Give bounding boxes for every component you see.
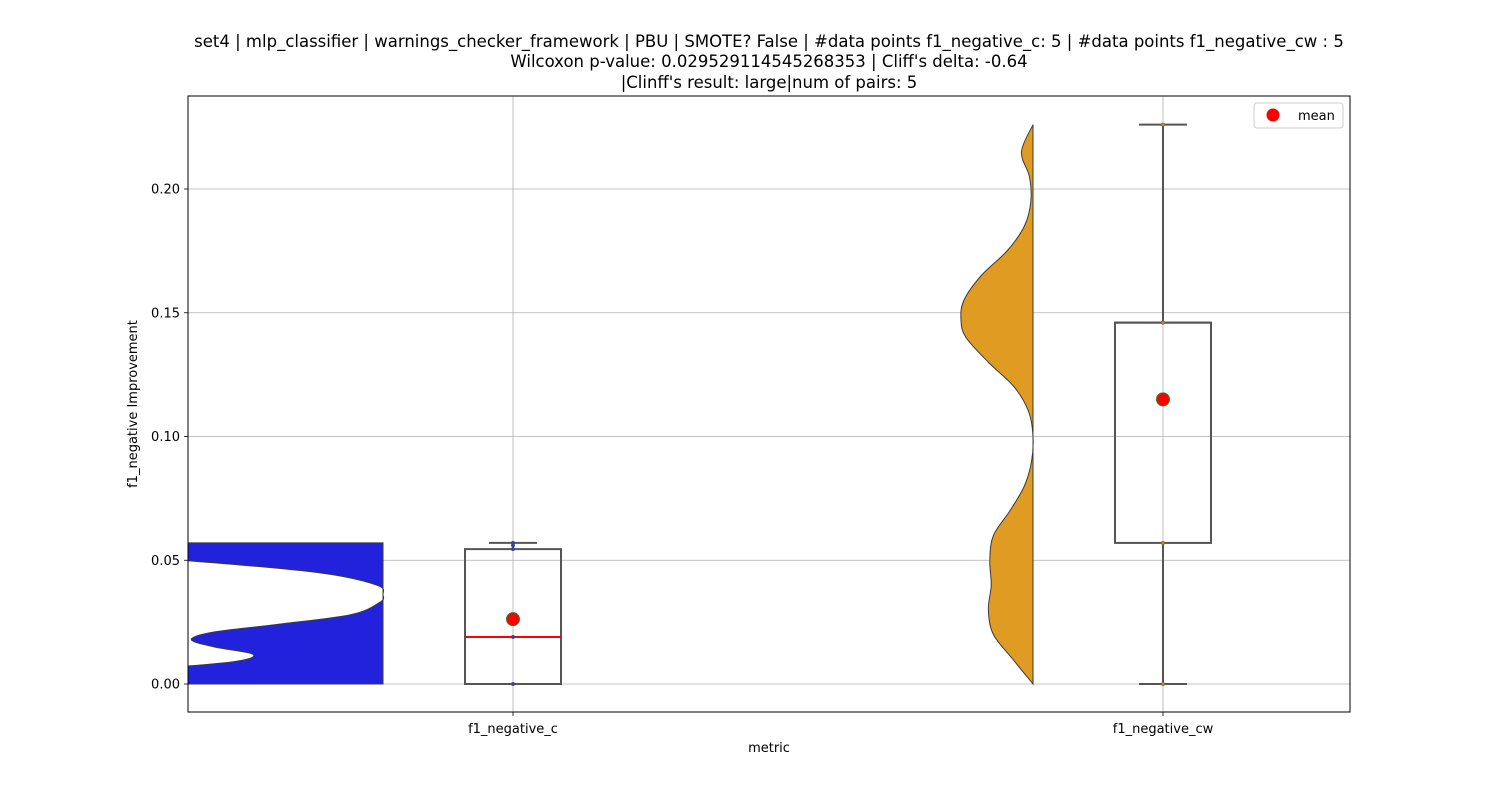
data-point <box>511 547 516 552</box>
mean-marker-f1_negative_c <box>506 612 520 627</box>
violin-f1_negative_cw <box>960 124 1034 686</box>
means <box>506 392 1170 627</box>
data-point <box>511 634 516 639</box>
data-point <box>1160 320 1165 325</box>
x-tick-label: f1_negative_cw <box>1113 722 1214 737</box>
title-line-3: |Clinff's result: large|num of pairs: 5 <box>621 73 918 92</box>
mean-marker-f1_negative_cw <box>1156 392 1170 407</box>
points <box>511 122 1165 687</box>
title-line-2: Wilcoxon p-value: 0.029529114545268353 |… <box>510 52 1027 71</box>
boxplots <box>464 123 1212 685</box>
y-axis-ticks: 0.00 0.05 0.10 0.15 0.20 <box>151 183 188 693</box>
y-tick-label: 0.05 <box>151 554 180 569</box>
data-point <box>511 682 516 687</box>
chart-title: set4 | mlp_classifier | warnings_checker… <box>194 32 1344 92</box>
x-axis-ticks: f1_negative_c f1_negative_cw <box>468 712 1214 737</box>
legend: mean <box>1253 102 1344 129</box>
y-tick-label: 0.10 <box>151 430 180 445</box>
y-tick-label: 0.15 <box>151 306 180 321</box>
title-line-1: set4 | mlp_classifier | warnings_checker… <box>194 32 1344 52</box>
legend-mean-label: mean <box>1298 109 1335 124</box>
violins <box>188 124 1034 686</box>
data-point <box>1160 682 1165 687</box>
y-tick-label: 0.00 <box>151 678 180 693</box>
x-axis-label: metric <box>748 741 790 756</box>
legend-mean-marker <box>1266 108 1280 122</box>
data-point <box>511 540 516 545</box>
x-tick-label: f1_negative_c <box>468 722 558 737</box>
violin-f1_negative_c <box>188 542 385 685</box>
plot-frame <box>187 95 1351 713</box>
data-point <box>1160 122 1165 127</box>
y-axis-label: f1_negative Improvement <box>126 320 141 488</box>
legend-box <box>1253 102 1344 129</box>
y-tick-label: 0.20 <box>151 183 180 198</box>
data-point <box>1160 540 1165 545</box>
